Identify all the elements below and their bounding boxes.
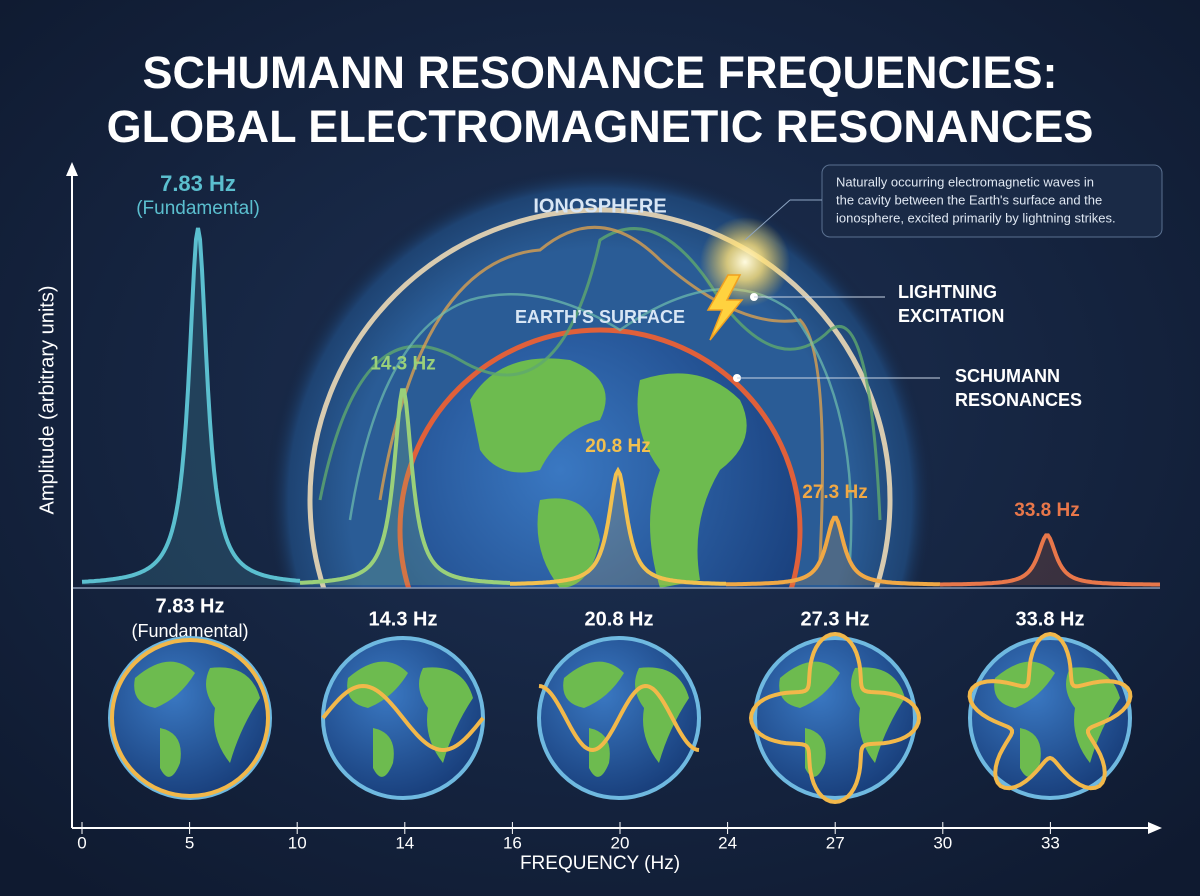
mode-wave (967, 631, 1133, 791)
callout-line (744, 199, 791, 241)
callout-label: SCHUMANN (955, 366, 1060, 386)
peak-label: 33.8 Hz (1014, 500, 1079, 521)
peak-fill (510, 470, 726, 585)
x-tick-label: 16 (503, 833, 522, 852)
mode-label: 33.8 Hz (1016, 608, 1085, 630)
ionosphere-ring (307, 207, 893, 588)
y-axis-arrow (66, 162, 78, 176)
mode-label: 7.83 Hz (156, 595, 225, 617)
globe-land (994, 661, 1120, 777)
x-tick-label: 5 (185, 833, 194, 852)
lightning-bolt (706, 274, 744, 341)
globe-rim (753, 636, 917, 800)
resonance-wave (348, 287, 853, 561)
peak-fill (940, 535, 1160, 585)
peak (299, 388, 510, 585)
mode-wave (538, 683, 700, 753)
peak (940, 533, 1160, 587)
callout-label: LIGHTNING (898, 282, 997, 302)
title-line: GLOBAL ELECTROMAGNETIC RESONANCES (107, 101, 1094, 152)
ionosphere-label: IONOSPHERE (533, 195, 666, 217)
mode-globe (108, 636, 272, 800)
x-axis-label: FREQUENCY (Hz) (520, 853, 680, 874)
callout-label: EXCITATION (898, 306, 1004, 326)
mode-wave (110, 638, 270, 798)
info-text: ionosphere, excited primarily by lightni… (836, 210, 1116, 225)
peak-fill (82, 228, 300, 585)
callout-label: RESONANCES (955, 390, 1082, 410)
peak (510, 466, 726, 586)
mode-wave (748, 631, 922, 805)
y-axis-label: Amplitude (arbitrary units) (36, 286, 58, 515)
x-tick-label: 14 (395, 833, 414, 852)
mode-globe (321, 636, 485, 800)
x-tick-label: 10 (288, 833, 307, 852)
lightning-flash (700, 217, 790, 307)
x-tick-label: 30 (933, 833, 952, 852)
peak-label: 7.83 Hz (160, 171, 236, 196)
peak (81, 227, 301, 584)
globe-rim (537, 636, 701, 800)
x-tick-label: 0 (77, 833, 86, 852)
x-axis-arrow (1148, 822, 1162, 834)
globe-rim (968, 636, 1132, 800)
mode-note: (Fundamental) (131, 621, 248, 641)
mode-wave (321, 683, 485, 753)
peak-label: 27.3 Hz (802, 482, 867, 503)
mode-globe (748, 631, 922, 805)
continents (470, 358, 747, 588)
mode-label: 20.8 Hz (585, 608, 654, 630)
peak-label: 20.8 Hz (585, 436, 650, 457)
peak-fill (300, 390, 510, 585)
mode-label: 14.3 Hz (369, 608, 438, 630)
info-text: Naturally occurring electromagnetic wave… (836, 174, 1094, 189)
mode-globe (537, 636, 701, 800)
info-box (821, 164, 1163, 238)
info-text: the cavity between the Earth's surface a… (836, 192, 1102, 207)
peak-label: 14.3 Hz (370, 354, 435, 375)
globe-land (134, 661, 260, 777)
x-tick-label: 20 (611, 833, 630, 852)
generated: Naturally occurring electromagnetic wave… (77, 171, 1160, 852)
earth-surface-ring (397, 327, 803, 588)
peak (726, 515, 941, 587)
peak-note: (Fundamental) (136, 198, 260, 219)
peak-fill (726, 517, 940, 585)
resonance-wave (378, 225, 824, 561)
resonance-wave (318, 227, 882, 521)
x-tick-label: 33 (1041, 833, 1060, 852)
mode-globe (967, 631, 1133, 800)
title-line: SCHUMANN RESONANCE FREQUENCIES: (142, 47, 1057, 98)
mode-label: 27.3 Hz (801, 608, 870, 630)
x-tick-label: 24 (718, 833, 737, 852)
x-tick-label: 27 (826, 833, 845, 852)
earth-surface-label: EARTH’S SURFACE (515, 307, 685, 327)
